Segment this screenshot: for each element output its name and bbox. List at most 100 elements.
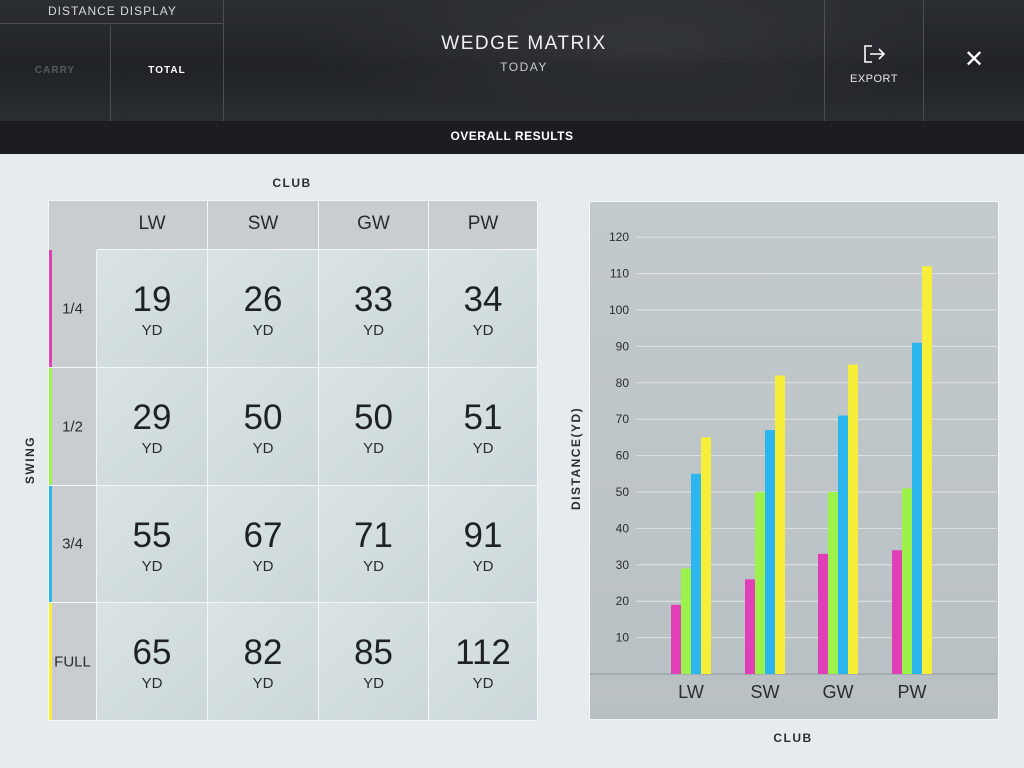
distance-unit: YD <box>363 558 384 575</box>
swing-color-accent <box>49 486 52 602</box>
chart-y-tick-label: 70 <box>616 412 630 426</box>
matrix-cell[interactable]: 82 YD <box>208 603 319 721</box>
distance-value: 51 <box>463 398 503 437</box>
chart-x-tick-label: GW <box>823 682 854 702</box>
chart-bar <box>902 488 912 674</box>
distance-value: 67 <box>243 516 283 555</box>
close-icon: ✕ <box>963 46 985 73</box>
chart-y-tick-label: 40 <box>616 521 630 535</box>
distance-value: 55 <box>132 516 172 555</box>
distance-unit: YD <box>141 675 163 692</box>
distance-unit: YD <box>472 322 494 339</box>
swing-color-accent <box>49 250 52 367</box>
page-title: WEDGE MATRIX <box>441 33 607 54</box>
distance-unit: YD <box>252 440 274 457</box>
distance-unit: YD <box>252 322 274 339</box>
matrix-column-header: PW <box>429 201 538 250</box>
matrix-cell[interactable]: 112 YD <box>429 603 538 721</box>
distance-unit: YD <box>472 675 494 692</box>
distance-unit: YD <box>141 322 163 339</box>
matrix-cell[interactable]: 51 YD <box>429 368 538 486</box>
chart-bar <box>848 364 858 674</box>
chart-bar <box>755 492 765 674</box>
swing-color-accent <box>49 368 52 485</box>
distance-value: 65 <box>132 633 172 672</box>
carry-toggle-button[interactable]: CARRY <box>0 25 111 121</box>
distance-unit: YD <box>141 558 163 575</box>
matrix-cell[interactable]: 55 YD <box>97 486 208 603</box>
matrix-cell[interactable]: 71 YD <box>319 486 429 603</box>
chart-y-tick-label: 100 <box>609 303 629 317</box>
chart-y-tick-label: 80 <box>616 376 630 390</box>
matrix-row-header: FULL <box>49 603 97 721</box>
chart-bar <box>838 415 848 674</box>
matrix-cell[interactable]: 85 YD <box>319 603 429 721</box>
chart-x-axis-title: CLUB <box>773 731 813 745</box>
distance-value: 19 <box>132 280 172 319</box>
distance-value: 82 <box>243 633 283 672</box>
chart-y-tick-label: 10 <box>616 631 630 645</box>
distance-display-panel: DISTANCE DISPLAY CARRY TOTAL <box>0 0 224 121</box>
distance-unit: YD <box>363 322 384 339</box>
swing-label: 1/4 <box>62 300 83 317</box>
matrix-cell[interactable]: 33 YD <box>319 250 429 368</box>
matrix-column-header: LW <box>97 201 208 250</box>
export-icon <box>864 45 886 63</box>
chart-bar <box>745 579 755 674</box>
matrix-cell[interactable]: 34 YD <box>429 250 538 368</box>
swing-label: FULL <box>54 653 91 670</box>
distance-value: 29 <box>132 398 172 437</box>
chart-bar <box>765 430 775 674</box>
section-title: OVERALL RESULTS <box>450 129 574 143</box>
distance-value: 71 <box>354 516 393 555</box>
close-button[interactable]: ✕ <box>924 0 1024 121</box>
chart-y-tick-label: 90 <box>616 339 630 353</box>
matrix-cell[interactable]: 91 YD <box>429 486 538 603</box>
chart-bar <box>892 550 902 674</box>
chart-x-tick-label: PW <box>898 682 927 702</box>
distance-unit: YD <box>141 440 163 457</box>
distance-value: 85 <box>354 633 393 672</box>
chart-bar <box>922 266 932 674</box>
chart-x-tick-label: LW <box>678 682 704 702</box>
matrix-cell[interactable]: 67 YD <box>208 486 319 603</box>
matrix-row-header: 3/4 <box>49 486 97 603</box>
distance-value: 33 <box>354 280 393 319</box>
export-label: EXPORT <box>849 73 899 85</box>
matrix-cell[interactable]: 50 YD <box>208 368 319 486</box>
title-block: WEDGE MATRIX TODAY <box>224 0 824 121</box>
distance-unit: YD <box>363 440 384 457</box>
total-toggle-button[interactable]: TOTAL <box>148 65 186 76</box>
matrix-cell[interactable]: 29 YD <box>97 368 208 486</box>
distance-value: 50 <box>354 398 393 437</box>
distance-value: 112 <box>455 633 511 672</box>
header-bar: DISTANCE DISPLAY CARRY TOTAL WEDGE MATRI… <box>0 0 1024 121</box>
chart-y-tick-label: 50 <box>616 485 630 499</box>
matrix-cell[interactable]: 65 YD <box>97 603 208 721</box>
distance-display-title: DISTANCE DISPLAY <box>0 0 223 24</box>
chart-bar <box>671 604 681 674</box>
matrix-cell[interactable]: 26 YD <box>208 250 319 368</box>
chart-y-tick-label: 60 <box>616 449 630 463</box>
distance-unit: YD <box>252 675 274 692</box>
chart-bar <box>681 568 691 674</box>
export-button[interactable]: EXPORT <box>824 0 924 121</box>
wedge-matrix-table: LW SW GW PW 1/4 19 YD 26 YD 33 YD 34 YD 1/2 29 YD 50 YD 50… <box>48 200 538 721</box>
distance-value: 26 <box>243 280 283 319</box>
chart-y-tick-label: 30 <box>616 558 630 572</box>
page-subtitle: TODAY <box>500 60 548 74</box>
chart-bar <box>775 375 785 674</box>
matrix-column-axis-label: CLUB <box>272 176 312 190</box>
matrix-column-header: SW <box>208 201 319 250</box>
matrix-column-header: GW <box>319 201 429 250</box>
chart-bar <box>701 437 711 674</box>
chart-y-tick-label: 110 <box>610 267 629 281</box>
chart-y-tick-label: 20 <box>616 594 630 608</box>
matrix-cell[interactable]: 50 YD <box>319 368 429 486</box>
distance-unit: YD <box>472 440 494 457</box>
matrix-row-header: 1/4 <box>49 250 97 368</box>
matrix-cell[interactable]: 19 YD <box>97 250 208 368</box>
distance-value: 91 <box>463 516 503 555</box>
distance-value: 34 <box>463 280 503 319</box>
